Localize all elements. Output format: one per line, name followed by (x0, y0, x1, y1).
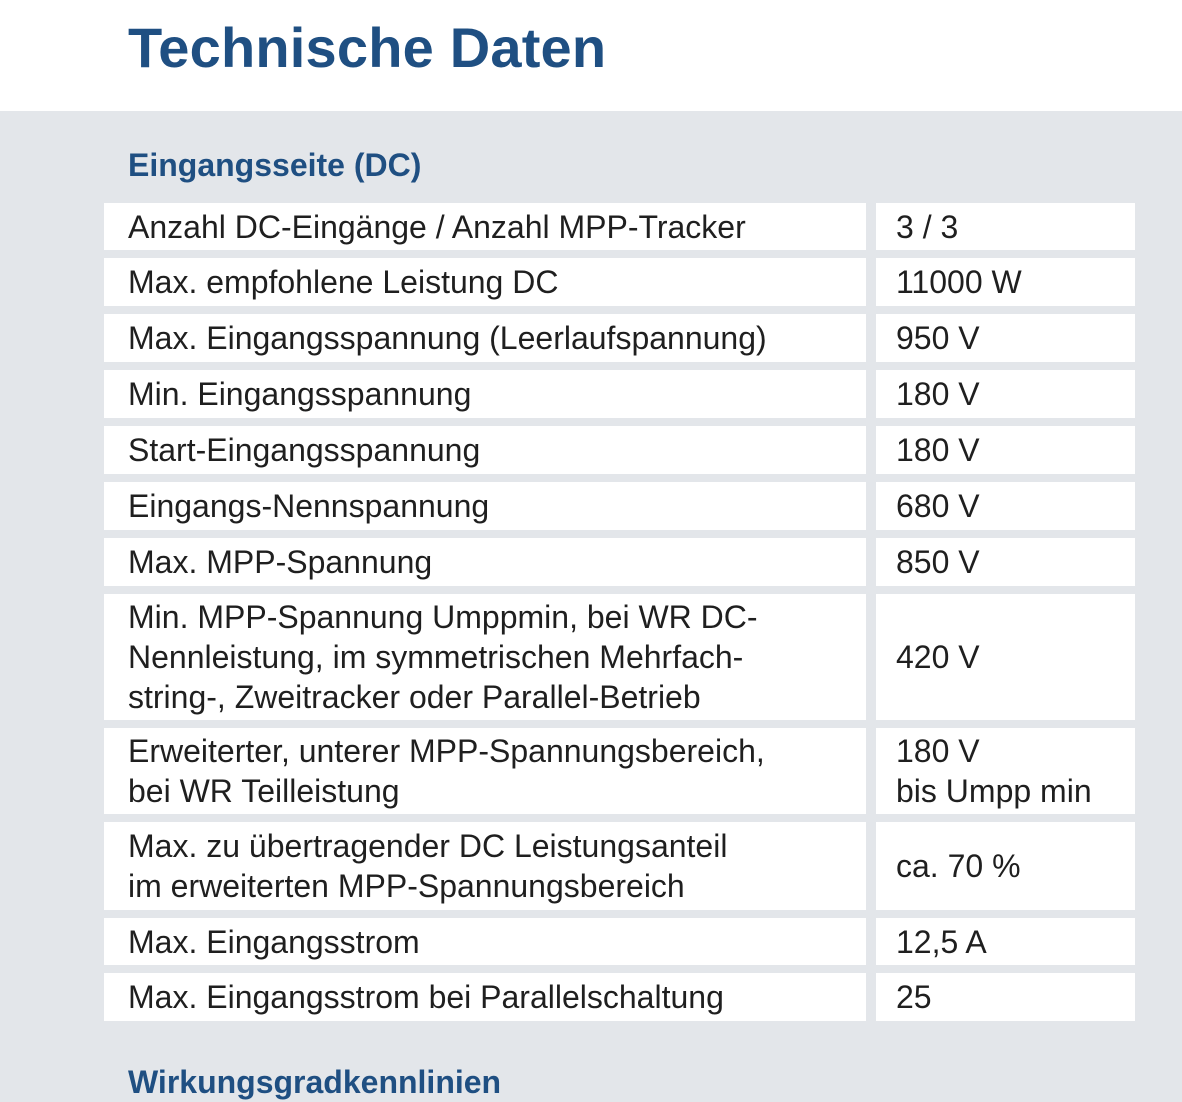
spec-label: Min. MPP-Spannung Umppmin, bei WR DC- Nen… (104, 594, 866, 720)
spec-label-line: Min. Eingangsspannung (128, 376, 472, 412)
spec-value-line: 25 (896, 979, 932, 1015)
spec-value: 180 V bis Umpp min (876, 728, 1135, 814)
spec-value-line: 180 V (896, 432, 980, 468)
section-heading-efficiency: Wirkungsgradkennlinien (128, 1064, 502, 1100)
spec-value: 25 (876, 973, 1135, 1021)
table-row: Max. Eingangsstrom 12,5 A (104, 918, 1135, 965)
spec-label: Max. zu übertragender DC Leistungsanteil… (104, 822, 866, 910)
spec-value: 950 V (876, 314, 1135, 362)
spec-label-line: Max. Eingangsstrom (128, 923, 420, 960)
spec-table: Anzahl DC-Eingänge / Anzahl MPP-Tracker 3… (104, 203, 1135, 1029)
spec-label: Eingangs-Nennspannung (104, 482, 866, 530)
spec-value-line: 12,5 A (896, 923, 987, 960)
page-title: Technische Daten (128, 16, 607, 79)
table-row: Max. MPP-Spannung 850 V (104, 538, 1135, 586)
spec-value-line: bis Umpp min (896, 773, 1092, 809)
spec-label-line: Max. empfohlene Leistung DC (128, 264, 559, 300)
table-row: Max. Eingangsstrom bei Parallelschaltung… (104, 973, 1135, 1021)
spec-label-line: Start-Eingangsspannung (128, 432, 481, 468)
spec-label: Max. empfohlene Leistung DC (104, 258, 866, 306)
table-row: Eingangs-Nennspannung 680 V (104, 482, 1135, 530)
spec-value-line: 850 V (896, 544, 980, 580)
table-row: Anzahl DC-Eingänge / Anzahl MPP-Tracker 3… (104, 203, 1135, 250)
spec-value: 180 V (876, 370, 1135, 418)
spec-label: Min. Eingangsspannung (104, 370, 866, 418)
spec-value: 11000 W (876, 258, 1135, 306)
spec-label-line: im erweiterten MPP-Spannungsbereich (128, 868, 685, 904)
spec-value: 12,5 A (876, 918, 1135, 965)
spec-label: Max. Eingangsstrom (104, 918, 866, 965)
spec-label-line: Min. MPP-Spannung Umppmin, bei WR DC- (128, 599, 758, 635)
page-header: Technische Daten (0, 0, 1182, 111)
spec-value: ca. 70 % (876, 822, 1135, 910)
spec-value-line: 680 V (896, 488, 980, 524)
spec-value: 180 V (876, 426, 1135, 474)
spec-label-line: Max. Eingangsstrom bei Parallelschaltung (128, 979, 724, 1015)
spec-label: Erweiterter, unterer MPP-Spannungsbereic… (104, 728, 866, 814)
spec-value-line: 11000 W (896, 264, 1022, 300)
spec-label-line: Max. Eingangsspannung (Leerlaufspannung) (128, 320, 767, 356)
table-row: Min. MPP-Spannung Umppmin, bei WR DC- Nen… (104, 594, 1135, 720)
spec-label-line: bei WR Teilleistung (128, 773, 400, 809)
spec-value-line: 3 / 3 (896, 208, 959, 245)
table-row: Erweiterter, unterer MPP-Spannungsbereic… (104, 728, 1135, 814)
spec-value-line: ca. 70 % (896, 848, 1021, 884)
spec-label-line: Eingangs-Nennspannung (128, 488, 490, 524)
table-row: Max. empfohlene Leistung DC 11000 W (104, 258, 1135, 306)
spec-value: 420 V (876, 594, 1135, 720)
spec-label: Max. Eingangsstrom bei Parallelschaltung (104, 973, 866, 1021)
spec-value: 680 V (876, 482, 1135, 530)
spec-value-line: 180 V (896, 376, 980, 412)
spec-label: Max. MPP-Spannung (104, 538, 866, 586)
spec-value-line: 420 V (896, 639, 980, 675)
spec-label: Start-Eingangsspannung (104, 426, 866, 474)
table-row: Start-Eingangsspannung 180 V (104, 426, 1135, 474)
spec-label-line: string-, Zweitracker oder Parallel-Betri… (128, 679, 701, 715)
table-row: Max. zu übertragender DC Leistungsanteil… (104, 822, 1135, 910)
spec-value-line: 950 V (896, 320, 980, 356)
spec-label: Anzahl DC-Eingänge / Anzahl MPP-Tracker (104, 203, 866, 250)
spec-label-line: Max. zu übertragender DC Leistungsanteil (128, 828, 728, 864)
spec-label-line: Anzahl DC-Eingänge / Anzahl MPP-Tracker (128, 208, 746, 245)
spec-value: 850 V (876, 538, 1135, 586)
spec-label-line: Nennleistung, im symmetrischen Mehrfach- (128, 639, 744, 675)
spec-value: 3 / 3 (876, 203, 1135, 250)
spec-label-line: Max. MPP-Spannung (128, 544, 433, 580)
spec-value-line: 180 V (896, 733, 980, 769)
section-heading-dc-input: Eingangsseite (DC) (128, 147, 422, 183)
table-row: Max. Eingangsspannung (Leerlaufspannung)… (104, 314, 1135, 362)
spec-label: Max. Eingangsspannung (Leerlaufspannung) (104, 314, 866, 362)
table-row: Min. Eingangsspannung 180 V (104, 370, 1135, 418)
spec-label-line: Erweiterter, unterer MPP-Spannungsbereic… (128, 733, 765, 769)
